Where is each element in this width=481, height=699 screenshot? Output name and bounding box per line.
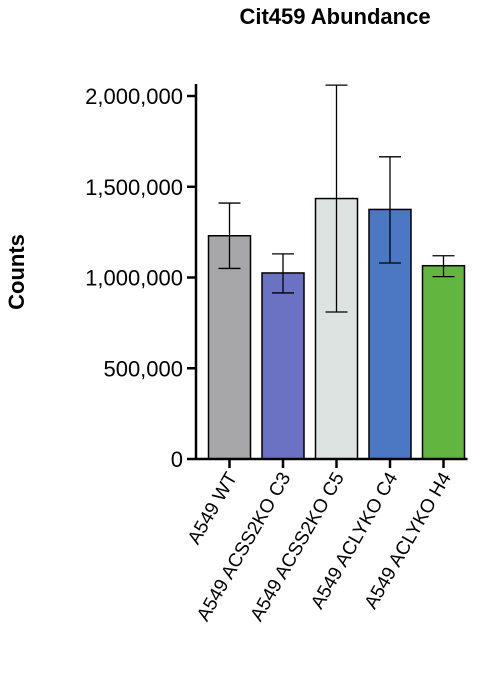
bar [421,264,466,460]
y-tick-label: 1,500,000 [85,175,183,200]
y-axis-label: Counts [4,234,29,310]
bars [207,197,466,460]
y-tick-label: 500,000 [103,356,183,381]
bar [261,272,305,460]
x-tick-label: A549 ACSS2KO C3 [193,469,295,625]
y-axis-ticks: 0 500,000 1,000,000 1,500,000 2,000,000 [85,84,196,472]
y-tick-label: 0 [171,447,183,472]
x-tick-label: A549 ACSS2KO C5 [247,469,349,625]
y-tick-label: 1,000,000 [85,266,183,291]
x-tick-label: A549 WT [184,469,242,548]
bar [207,235,252,460]
y-tick-label: 2,000,000 [85,84,183,109]
chart-title: Cit459 Abundance [239,4,430,29]
error-bars [218,84,455,313]
axes [194,84,468,461]
